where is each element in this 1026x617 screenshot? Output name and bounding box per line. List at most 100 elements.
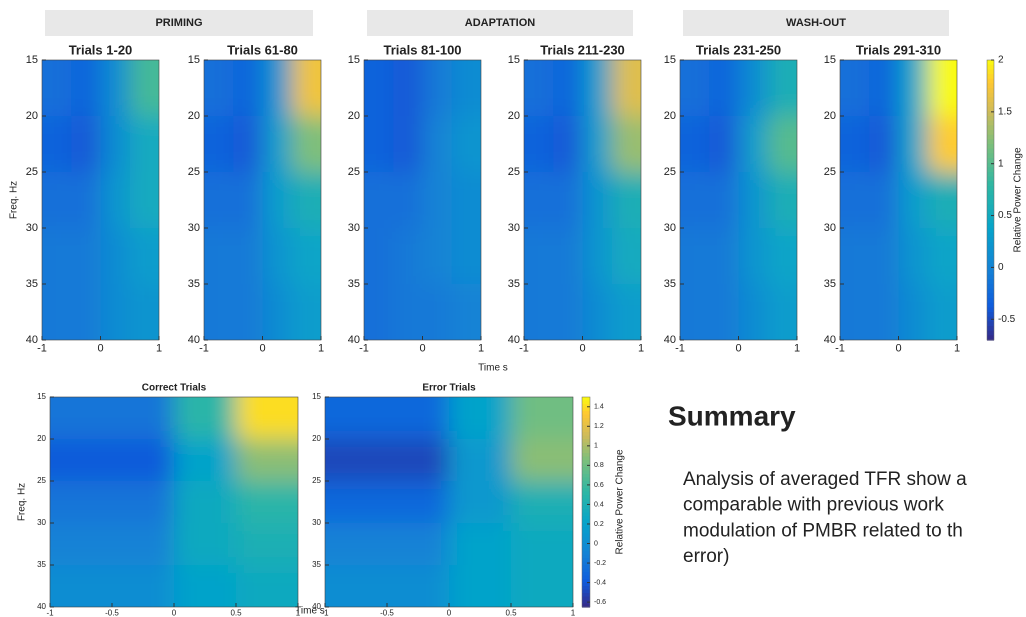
x-tick-label: 0 xyxy=(579,343,585,355)
y-tick-label: 40 xyxy=(37,602,46,611)
heatmap-cell xyxy=(100,284,130,340)
heatmap-cell xyxy=(511,439,573,481)
heatmap xyxy=(204,60,321,340)
heatmap-cell xyxy=(129,284,159,340)
colorbar-step xyxy=(582,544,590,549)
heatmap-cell xyxy=(422,116,452,172)
y-tick-label: 20 xyxy=(508,110,520,122)
heatmap-blur xyxy=(50,397,298,607)
colorbar-step xyxy=(987,78,994,84)
summary-title: Summary xyxy=(668,400,796,431)
y-tick-label: 35 xyxy=(188,278,200,290)
heatmap-cell xyxy=(42,116,72,172)
panel-title: Trials 211-230 xyxy=(540,42,625,57)
colorbar-step xyxy=(582,456,590,461)
colorbar-step xyxy=(987,209,994,215)
heatmap-cell xyxy=(840,228,870,284)
y-axis-label: Freq. Hz xyxy=(9,181,20,219)
colorbar-step xyxy=(582,397,590,402)
colorbar-step xyxy=(987,167,994,173)
group-header xyxy=(367,10,633,36)
heatmap-cell xyxy=(524,284,554,340)
y-tick-label: 40 xyxy=(348,334,360,346)
colorbar-step xyxy=(987,228,994,234)
colorbar-step xyxy=(987,106,994,112)
x-tick-label: 1 xyxy=(638,343,644,355)
heatmap-cell xyxy=(611,172,641,228)
panel-title: Error Trials xyxy=(422,383,476,394)
colorbar-tick-label: 1.4 xyxy=(594,404,604,411)
heatmap-cell xyxy=(680,60,710,116)
colorbar-step xyxy=(987,74,994,80)
colorbar-step xyxy=(987,92,994,98)
heatmap-cell xyxy=(553,116,583,172)
x-tick-label: 0 xyxy=(419,343,425,355)
heatmap-cell xyxy=(393,60,423,116)
x-tick-label: 1 xyxy=(478,343,484,355)
colorbar-tick-label: 0 xyxy=(594,540,598,547)
heatmap-cell xyxy=(709,228,739,284)
colorbar-box xyxy=(986,59,995,341)
heatmap-cell xyxy=(869,284,899,340)
colorbar-step xyxy=(987,293,994,299)
y-tick-label: 15 xyxy=(26,54,38,66)
heatmap-cell xyxy=(449,439,511,481)
y-tick-label: 15 xyxy=(188,54,200,66)
heatmap-cell xyxy=(364,172,394,228)
heatmap-cell xyxy=(204,172,234,228)
heatmap-cell xyxy=(582,284,612,340)
x-tick-label: -1 xyxy=(46,609,54,617)
colorbar-step xyxy=(987,162,994,168)
colorbar-tick-label: 0.8 xyxy=(594,462,604,469)
y-tick-label: 15 xyxy=(508,54,520,66)
colorbar-step xyxy=(987,134,994,140)
colorbar-tick-label: 0.5 xyxy=(998,210,1012,221)
heatmap-cell xyxy=(325,565,387,607)
heatmap-cell xyxy=(204,60,234,116)
heatmap-cell xyxy=(393,116,423,172)
colorbar-step xyxy=(987,246,994,252)
colorbar-step xyxy=(987,242,994,248)
heatmap-cell xyxy=(387,397,449,439)
colorbar-tick-label: -0.2 xyxy=(594,560,606,567)
colorbar-step xyxy=(987,204,994,210)
heatmap-cell xyxy=(71,172,101,228)
heatmap-cell xyxy=(611,228,641,284)
heatmap-cell xyxy=(364,116,394,172)
x-tick-label: -1 xyxy=(37,343,47,355)
y-tick-label: 30 xyxy=(188,222,200,234)
heatmap-cell xyxy=(387,523,449,565)
heatmap-cell xyxy=(524,172,554,228)
y-tick-label: 20 xyxy=(824,110,836,122)
colorbar-step xyxy=(582,561,590,566)
y-tick-label: 20 xyxy=(312,434,321,443)
colorbar-step xyxy=(582,502,590,507)
y-tick-label: 25 xyxy=(188,166,200,178)
heatmap-cell xyxy=(233,116,263,172)
heatmap-cell xyxy=(840,172,870,228)
y-tick-label: 40 xyxy=(664,334,676,346)
heatmap-cell xyxy=(291,116,321,172)
heatmap-cell xyxy=(129,116,159,172)
colorbar-step xyxy=(987,274,994,280)
colorbar-step xyxy=(582,547,590,552)
y-tick-label: 30 xyxy=(348,222,360,234)
y-tick-label: 40 xyxy=(824,334,836,346)
x-tick-label: 0 xyxy=(735,343,741,355)
colorbar-tick-label: 0.6 xyxy=(594,482,604,489)
heatmap-cell xyxy=(680,228,710,284)
heatmap-cell xyxy=(451,116,481,172)
colorbar-tick-label: 1.5 xyxy=(998,106,1012,117)
panel-title: Trials 291-310 xyxy=(856,42,941,57)
panel-title: Trials 61-80 xyxy=(227,42,298,57)
heatmap-cell xyxy=(869,116,899,172)
heatmap-cell xyxy=(100,172,130,228)
colorbar-step xyxy=(987,97,994,103)
colorbar-step xyxy=(582,460,590,465)
y-tick-label: 35 xyxy=(312,560,321,569)
heatmap-cell xyxy=(927,60,957,116)
x-tick-label: -1 xyxy=(519,343,529,355)
colorbar-step xyxy=(582,400,590,405)
heatmap-cell xyxy=(680,172,710,228)
heatmap-cell xyxy=(582,116,612,172)
